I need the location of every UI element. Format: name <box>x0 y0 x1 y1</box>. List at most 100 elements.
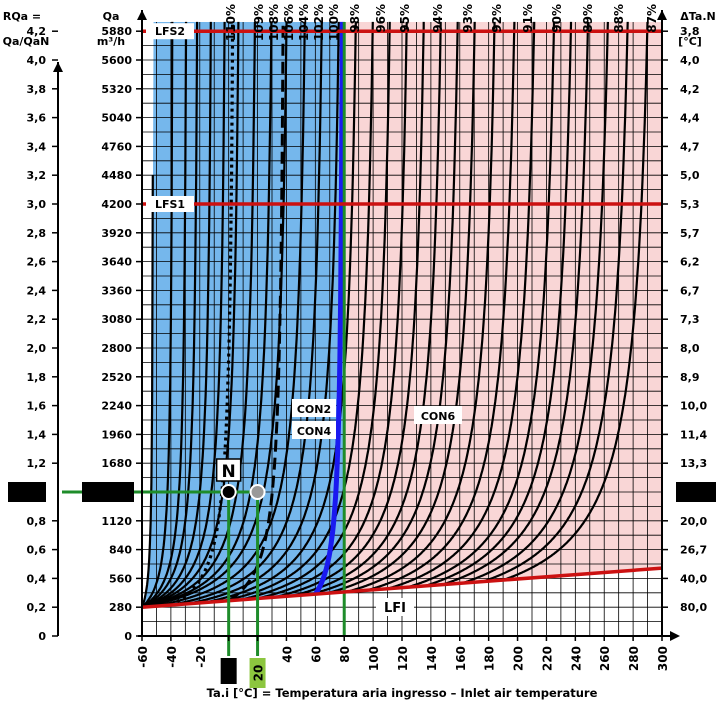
rqa-tick-label: 3,4 <box>27 140 47 153</box>
efficiency-curve <box>482 21 629 583</box>
rqa-tick-label: 0 <box>38 630 46 643</box>
x-axis-arrow <box>670 631 680 641</box>
dt-tick-label: 4,7 <box>680 140 700 153</box>
efficiency-label: 109% <box>252 4 266 41</box>
qa-tick-label: 3360 <box>101 284 132 297</box>
lfi-label-bg <box>376 598 414 616</box>
x-tick-label-zero: 0 <box>223 667 237 675</box>
efficiency-curve <box>309 21 459 596</box>
rqa-tick-label: 1,8 <box>27 371 47 384</box>
x-tick-label: 220 <box>540 646 554 671</box>
dt-axis-unit: [°C] <box>678 35 702 48</box>
bold-blue-curve <box>313 21 345 596</box>
qa-nominal-box <box>82 482 134 502</box>
dt-tick-label: 5,7 <box>680 227 700 240</box>
dt-nominal-box <box>676 482 716 502</box>
con2-label-bg <box>292 399 336 417</box>
x-tick-label: 240 <box>569 646 583 671</box>
x-tick-label: -40 <box>165 646 179 668</box>
x-tick-label-twenty: 20 <box>252 665 266 682</box>
dt-tick-label: 5,0 <box>680 169 700 182</box>
efficiency-curve <box>140 175 154 608</box>
efficiency-label: 94% <box>431 4 445 33</box>
efficiency-label: 96% <box>374 4 388 33</box>
qa-tick-label: 5600 <box>101 54 132 67</box>
qa-tick-label: 2240 <box>101 400 132 413</box>
efficiency-label: 102% <box>312 4 326 41</box>
efficiency-curve <box>346 21 496 593</box>
efficiency-curve <box>387 21 536 590</box>
efficiency-curve <box>442 21 590 586</box>
qa-tick-label: 3640 <box>101 256 132 269</box>
qa-tick-label: 840 <box>109 544 132 557</box>
efficiency-curve <box>424 21 573 587</box>
rqa-tick-label: 0,6 <box>27 544 47 557</box>
x-zero-box <box>220 658 237 684</box>
qa-tick-label: 4480 <box>101 169 132 182</box>
qa-tick-label: 280 <box>109 601 132 614</box>
rqa-tick-label: 2,6 <box>27 256 47 269</box>
rqa-nominal-value: 1,0 <box>15 486 38 501</box>
dt-tick-label: 3,8 <box>680 25 700 38</box>
nominal-label-box <box>215 458 242 482</box>
qa-tick-label: 1120 <box>101 515 132 528</box>
dt-tick-label: 10,0 <box>680 400 707 413</box>
efficiency-curve <box>141 21 174 608</box>
qa-tick-label: 5880 <box>101 25 132 38</box>
dt-tick-label: 6,2 <box>680 256 700 269</box>
dt-tick-label: 8,0 <box>680 342 700 355</box>
rqa-tick-label: 0,2 <box>27 601 47 614</box>
dt-tick-label: 7,3 <box>680 313 700 326</box>
rqa-tick-label: 1,4 <box>27 428 47 441</box>
con2-label: CON2 <box>297 403 331 416</box>
lfi-label: LFI <box>384 601 406 616</box>
rqa-axis-title-2: Qa/QaN <box>3 35 50 48</box>
efficiency-label: 106% <box>282 4 296 41</box>
efficiency-curve <box>462 21 609 585</box>
dt-tick-label: 26,7 <box>680 544 707 557</box>
rqa-tick-label: 1,6 <box>27 400 47 413</box>
dt-tick-label: 11,4 <box>680 428 707 441</box>
efficiency-label: 110% <box>224 4 238 41</box>
qa-tick-label: 1960 <box>101 428 132 441</box>
dt-tick-label: 4,0 <box>680 54 700 67</box>
lfs1-label-bg <box>146 196 194 212</box>
qa-tick-label: 5320 <box>101 83 132 96</box>
efficiency-curve <box>170 21 323 607</box>
efficiency-curve <box>502 21 649 582</box>
nominal-label: N <box>222 462 236 482</box>
efficiency-curve <box>205 21 357 604</box>
lfs2-label-bg <box>146 23 194 40</box>
rqa-tick-label: 2,0 <box>27 342 47 355</box>
efficiency-label: 90% <box>550 4 564 33</box>
dt-tick-label: 40,0 <box>680 572 707 585</box>
x-tick-label: 40 <box>280 646 294 663</box>
efficiency-curve <box>257 21 408 600</box>
qa-tick-label: 3080 <box>101 313 132 326</box>
x-tick-label: 180 <box>483 646 497 671</box>
rqa-axis-title: RQa = <box>3 10 41 23</box>
dotted-curve <box>170 21 235 607</box>
rqa-tick-label: 2,2 <box>27 313 47 326</box>
lfs2-label: LFS2 <box>155 25 185 38</box>
x-tick-label: -60 <box>136 646 150 668</box>
x-tick-label: 100 <box>367 646 381 671</box>
qa-tick-label: 2520 <box>101 371 132 384</box>
qa-nominal-value: 1400 <box>89 485 128 501</box>
dt-tick-label: 8,9 <box>680 371 700 384</box>
qa-tick-label: 4760 <box>101 140 132 153</box>
efficiency-label: 98% <box>348 4 362 33</box>
x-tick-label: 280 <box>627 646 641 671</box>
x-tick-label: 160 <box>454 646 468 671</box>
dt-tick-label: 4,2 <box>680 83 700 96</box>
x-tick-label: 80 <box>338 646 352 663</box>
rqa-axis-arrow <box>53 62 63 72</box>
lfs1-label: LFS1 <box>155 198 185 211</box>
efficiency-label: 91% <box>521 4 535 33</box>
efficiency-label: 104% <box>297 4 311 41</box>
rqa-nominal-box <box>8 482 46 502</box>
qa-tick-label: 2800 <box>101 342 132 355</box>
rqa-tick-label: 3,6 <box>27 112 47 125</box>
efficiency-label: 108% <box>267 4 281 41</box>
con6-label-bg <box>414 406 462 424</box>
